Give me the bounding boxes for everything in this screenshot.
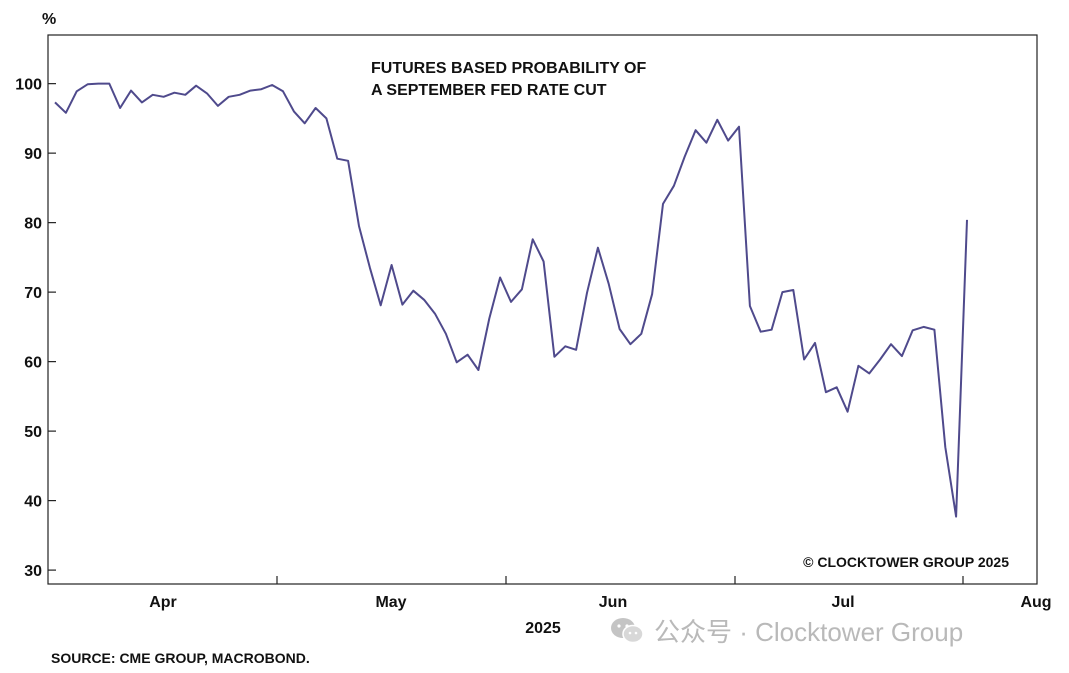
x-tick-label: Aug	[1020, 594, 1051, 611]
y-tick-label: 100	[15, 77, 42, 94]
x-tick-label: May	[375, 594, 406, 611]
source-note: SOURCE: CME GROUP, MACROBOND.	[51, 650, 310, 666]
y-tick-label: 80	[24, 216, 42, 233]
wechat-icon	[611, 617, 644, 643]
y-tick-label: 90	[24, 146, 42, 163]
y-axis: 30 40 50 60 70 80 90 100	[15, 77, 56, 580]
series-layer	[54, 82, 968, 518]
x-tick-label: Apr	[149, 594, 177, 611]
y-axis-unit: %	[42, 11, 56, 28]
y-tick-label: 40	[24, 494, 42, 511]
watermark: 公众号 · Clocktower Group	[610, 612, 963, 649]
y-tick-label: 30	[24, 563, 42, 580]
y-tick-label: 70	[24, 285, 42, 302]
y-tick-label: 60	[24, 355, 42, 372]
x-tick-label: Jun	[599, 594, 627, 611]
chart-title-line-1: FUTURES BASED PROBABILITY OF	[371, 60, 647, 77]
y-tick-label: 50	[24, 424, 42, 441]
x-axis: Apr May Jun Jul Aug	[149, 576, 1052, 611]
x-axis-year-label: 2025	[525, 620, 561, 637]
x-tick-label: Jul	[831, 594, 854, 611]
copyright-credit: © CLOCKTOWER GROUP 2025	[803, 554, 1009, 570]
chart-title-line-2: A SEPTEMBER FED RATE CUT	[371, 82, 607, 99]
plot-frame	[47, 34, 1038, 585]
series-line	[54, 82, 968, 518]
watermark-text: 公众号 · Clocktower Group	[654, 617, 964, 647]
